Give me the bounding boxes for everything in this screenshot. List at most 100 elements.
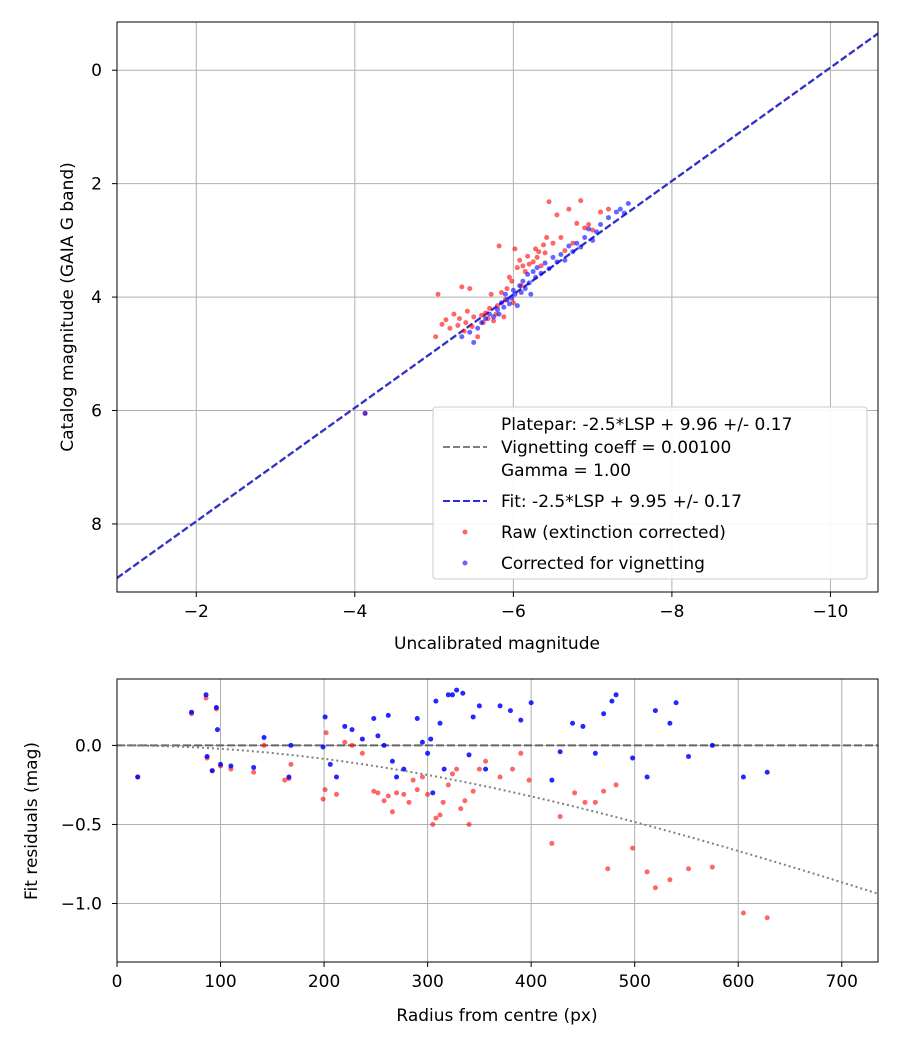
raw-residual-point (476, 766, 482, 772)
corrected-residual-point (389, 758, 395, 764)
raw-residual-point (385, 793, 391, 799)
fit-line (117, 32, 878, 579)
corrected-point (495, 307, 500, 313)
raw-point (598, 209, 604, 215)
corrected-point (613, 209, 619, 215)
raw-residual-point (410, 777, 416, 783)
raw-point (498, 290, 504, 296)
raw-residual-point (288, 761, 294, 767)
corrected-point (509, 295, 515, 301)
corrected-residual-point (613, 692, 619, 698)
corrected-residual-point (135, 774, 141, 780)
corrected-point (526, 280, 532, 286)
bottom-plot: 0 100 200 300 400 500 600 700 0.0 −0.5 −1.0 Radiu… (22, 678, 879, 1026)
raw-residual-point (709, 864, 715, 870)
raw-point (554, 212, 560, 218)
raw-point (542, 250, 548, 256)
raw-residual-point (437, 812, 443, 818)
corrected-point (586, 226, 592, 232)
corrected-residual-point (381, 742, 387, 748)
corrected-residual-point (644, 774, 650, 780)
bottom-x-tick-label: 200 (308, 972, 340, 992)
raw-residual-point (449, 771, 455, 777)
corrected-residual-point (428, 736, 434, 742)
raw-point (471, 314, 477, 320)
bottom-x-tick-label: 600 (722, 972, 754, 992)
bottom-plot-background (117, 679, 878, 962)
corrected-point (605, 215, 611, 221)
raw-point (536, 249, 542, 255)
raw-residual-point (483, 758, 489, 764)
corrected-residual-point (286, 774, 292, 780)
raw-point (496, 243, 502, 249)
raw-point (459, 284, 465, 290)
raw-residual-point (389, 809, 395, 815)
corrected-point (483, 316, 489, 322)
bottom-y-ticks: 0.0 −0.5 −1.0 (61, 736, 117, 915)
vignetting-curve (117, 744, 878, 895)
bottom-x-tick-label: 700 (826, 972, 858, 992)
corrected-residual-point (430, 790, 436, 796)
raw-point (517, 257, 523, 263)
corrected-residual-point (204, 753, 210, 759)
corrected-point (502, 291, 508, 297)
corrected-residual-point (203, 692, 209, 698)
corrected-point (528, 291, 534, 297)
legend-frame (432, 406, 868, 580)
corrected-point (558, 252, 564, 258)
legend-corrected-label: Corrected for vignetting (501, 554, 705, 574)
corrected-residual-point (445, 692, 451, 698)
raw-residual-point (282, 777, 288, 783)
raw-residual-point (764, 915, 770, 921)
corrected-point (530, 269, 536, 275)
raw-residual-point (526, 777, 532, 783)
corrected-residual-point (425, 750, 431, 756)
corrected-residual-point (441, 766, 447, 772)
bottom-x-ticks: 0 100 200 300 400 500 600 700 (112, 962, 858, 992)
raw-point (586, 221, 592, 227)
raw-residual-point (652, 885, 658, 891)
legend-raw-marker (462, 529, 468, 535)
raw-point (501, 314, 507, 320)
corrected-residual-point (288, 742, 294, 748)
corrected-point (471, 339, 477, 345)
raw-residual-point (320, 796, 326, 802)
corrected-residual-point (228, 763, 234, 769)
corrected-point (487, 311, 493, 317)
raw-point (562, 248, 568, 254)
corrected-point (479, 320, 485, 326)
corrected-residual-point (401, 766, 407, 772)
corrected-residual-point (433, 698, 439, 704)
legend-gamma-label: Gamma = 1.00 (501, 461, 631, 481)
raw-point (447, 325, 453, 331)
raw-residual-point (454, 766, 460, 772)
raw-point (578, 198, 584, 204)
corrected-residual-point (322, 714, 328, 720)
corrected-residual-point (652, 708, 658, 714)
raw-residual-point (458, 806, 464, 812)
raw-point (456, 316, 462, 322)
raw-point (514, 265, 520, 271)
raw-residual-point (381, 798, 387, 804)
corrected-residual-point (394, 774, 400, 780)
corrected-point (525, 271, 531, 277)
top-y-tick-label: 6 (91, 402, 102, 422)
raw-point (540, 242, 546, 248)
corrected-point (510, 287, 516, 293)
raw-point (525, 253, 531, 259)
raw-residual-point (601, 788, 607, 794)
raw-residual-point (440, 799, 446, 805)
corrected-residual-point (709, 742, 715, 748)
corrected-residual-point (385, 712, 391, 718)
raw-residual-point (667, 877, 673, 883)
corrected-point (582, 235, 588, 241)
corrected-residual-point (549, 777, 555, 783)
top-y-tick-label: 4 (91, 288, 102, 308)
corrected-residual-point (673, 700, 679, 706)
corrected-residual-point (419, 739, 425, 745)
raw-residual-point (740, 910, 746, 916)
corrected-point (506, 301, 512, 307)
corrected-point (514, 303, 520, 309)
raw-residual-point (497, 774, 503, 780)
